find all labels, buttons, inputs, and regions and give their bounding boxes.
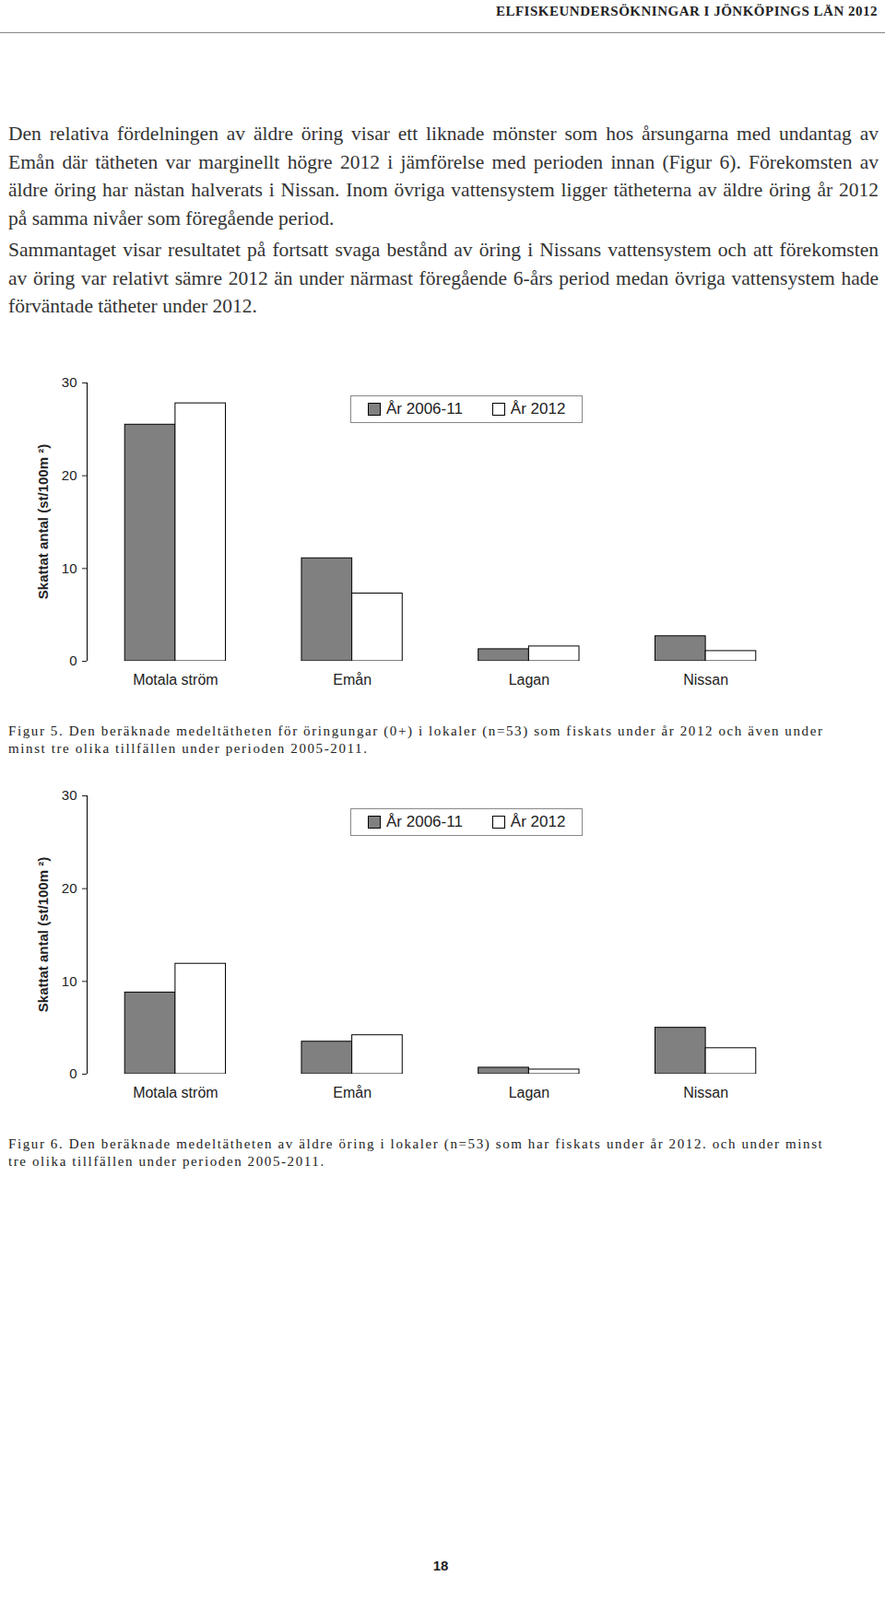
html-text:År 2012: År 2012 [510,813,566,831]
svg-text:0: 0 [69,652,77,669]
svg-text:20: 20 [61,467,78,484]
svg-text:Lagan: Lagan [508,672,551,688]
html-text:Figur 6. Den beräknade medeltä: Figur 6. Den beräknade medeltätheten av … [8,1136,824,1169]
html-text:Den relativa fördelningen av ä: Den relativa fördelningen av äldre öring… [8,122,879,230]
html-text:18: 18 [433,1557,449,1574]
html-text:År 2006-11: År 2006-11 [386,400,463,418]
svg-text:0: 0 [69,1065,77,1082]
html-text:ELFISKEUNDERSÖKNINGAR I JÖNKÖP: ELFISKEUNDERSÖKNINGAR I JÖNKÖPINGS LÄN 2… [495,3,878,19]
svg-text:Nissan: Nissan [683,1085,729,1101]
html-text:År 2006-11: År 2006-11 [386,813,463,831]
svg-text:Motala ström: Motala ström [132,1085,218,1101]
svg-text:10: 10 [61,973,78,990]
svg-text:Lagan: Lagan [508,1085,551,1101]
svg-text:30: 30 [61,374,78,390]
html-text:Skattat antal (st/100m ²): Skattat antal (st/100m ²) [34,444,51,600]
svg-text:10: 10 [61,560,78,577]
html-text:År 2012: År 2012 [510,400,566,418]
svg-text:Emån: Emån [332,1085,372,1101]
svg-text:Motala ström: Motala ström [132,672,218,688]
svg-text:30: 30 [61,787,78,803]
html-text:Figur 5. Den beräknade medeltä: Figur 5. Den beräknade medeltätheten för… [8,723,824,756]
html-text:Skattat antal (st/100m ²): Skattat antal (st/100m ²) [34,857,51,1013]
svg-text:20: 20 [61,880,78,897]
html-text:Sammantaget visar resultatet p: Sammantaget visar resultatet på fortsatt… [8,238,879,318]
svg-text:Nissan: Nissan [683,672,729,688]
svg-text:Emån: Emån [332,672,372,688]
